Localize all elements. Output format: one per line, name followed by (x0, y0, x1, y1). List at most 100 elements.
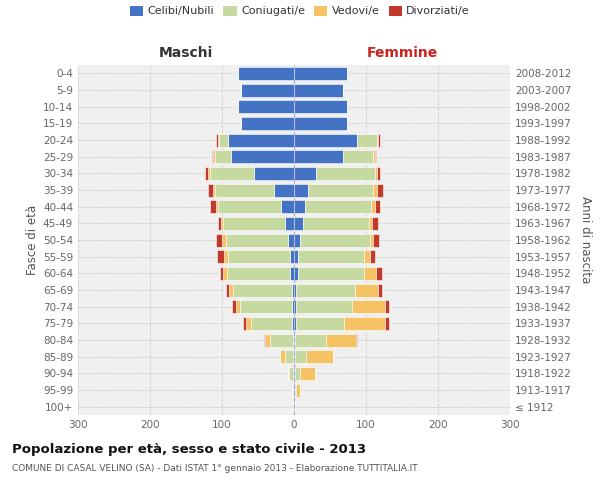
Bar (369, 217, 373, 230)
Bar (385, 300, 389, 313)
Bar (377, 167, 380, 180)
Bar (269, 334, 293, 346)
Bar (385, 317, 389, 330)
Bar (378, 284, 382, 296)
Bar (208, 184, 214, 196)
Y-axis label: Fasce di età: Fasce di età (26, 205, 39, 275)
Bar (294, 234, 300, 246)
Bar (240, 300, 292, 313)
Bar (294, 100, 347, 113)
Bar (226, 284, 229, 296)
Bar (305, 350, 333, 363)
Bar (251, 317, 292, 330)
Bar (222, 234, 226, 246)
Bar (373, 217, 378, 230)
Bar (378, 134, 380, 146)
Bar (216, 234, 222, 246)
Bar (288, 234, 294, 246)
Bar (294, 284, 296, 296)
Bar (238, 67, 294, 80)
Bar (308, 184, 373, 196)
Bar (264, 334, 265, 346)
Bar (247, 317, 251, 330)
Bar (294, 400, 295, 413)
Bar (292, 317, 294, 330)
Bar (286, 217, 294, 230)
Bar (298, 250, 364, 263)
Bar (214, 150, 215, 163)
Bar (241, 117, 294, 130)
Bar (316, 167, 374, 180)
Bar (373, 184, 377, 196)
Bar (233, 284, 292, 296)
Bar (293, 384, 294, 396)
Bar (295, 350, 305, 363)
Bar (370, 250, 376, 263)
Bar (376, 267, 382, 280)
Bar (289, 367, 293, 380)
Bar (212, 150, 214, 163)
Bar (294, 67, 347, 80)
Bar (377, 184, 383, 196)
Bar (326, 334, 356, 346)
Bar (224, 250, 228, 263)
Bar (215, 150, 230, 163)
Bar (364, 250, 370, 263)
Bar (294, 200, 305, 213)
Bar (295, 367, 301, 380)
Bar (370, 234, 373, 246)
Bar (293, 350, 294, 363)
Bar (294, 367, 295, 380)
Bar (344, 317, 385, 330)
Bar (294, 117, 347, 130)
Bar (216, 134, 218, 146)
Bar (214, 184, 215, 196)
Bar (371, 200, 374, 213)
Y-axis label: Anni di nascita: Anni di nascita (578, 196, 592, 284)
Bar (300, 234, 370, 246)
Bar (294, 267, 298, 280)
Bar (287, 367, 289, 380)
Bar (294, 150, 343, 163)
Bar (236, 300, 240, 313)
Text: Femmine: Femmine (367, 46, 437, 60)
Text: Popolazione per età, sesso e stato civile - 2013: Popolazione per età, sesso e stato civil… (12, 442, 366, 456)
Bar (218, 200, 281, 213)
Bar (218, 134, 219, 146)
Bar (294, 134, 358, 146)
Bar (373, 234, 379, 246)
Bar (355, 284, 378, 296)
Bar (221, 217, 223, 230)
Bar (296, 384, 300, 396)
Bar (301, 367, 315, 380)
Bar (295, 334, 326, 346)
Bar (284, 350, 293, 363)
Bar (292, 384, 293, 396)
Bar (205, 167, 208, 180)
Bar (265, 334, 269, 346)
Bar (216, 200, 218, 213)
Bar (296, 300, 352, 313)
Bar (292, 300, 294, 313)
Bar (295, 384, 296, 396)
Bar (223, 267, 227, 280)
Bar (210, 167, 254, 180)
Bar (294, 384, 295, 396)
Bar (232, 300, 236, 313)
Bar (374, 200, 380, 213)
Bar (373, 150, 374, 163)
Bar (238, 100, 294, 113)
Bar (293, 367, 294, 380)
Bar (230, 150, 294, 163)
Bar (274, 184, 294, 196)
Bar (374, 150, 376, 163)
Bar (294, 184, 308, 196)
Bar (294, 350, 295, 363)
Bar (352, 300, 385, 313)
Bar (211, 200, 216, 213)
Bar (228, 134, 294, 146)
Bar (294, 84, 343, 96)
Bar (298, 267, 364, 280)
Bar (293, 334, 294, 346)
Bar (296, 317, 344, 330)
